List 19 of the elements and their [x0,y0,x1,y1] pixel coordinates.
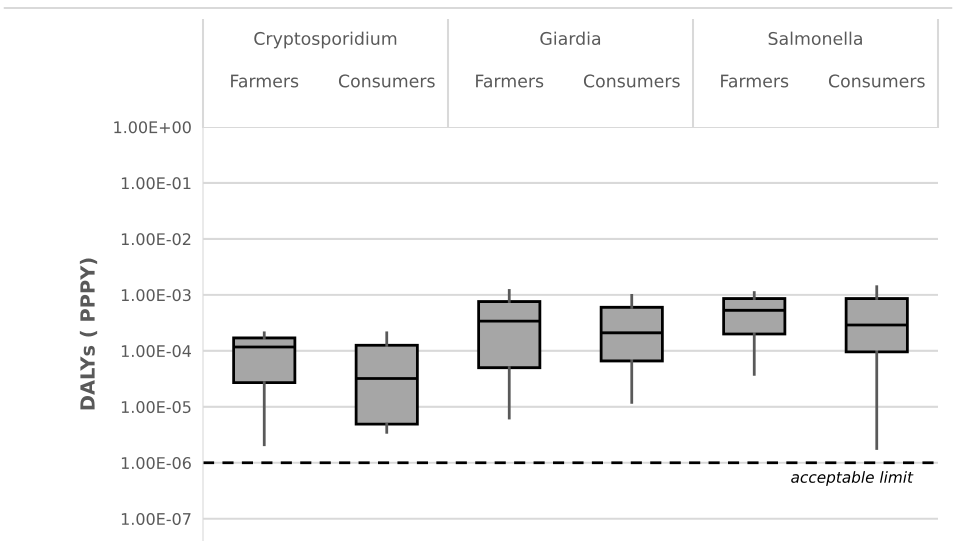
text: Cryptosporidium [254,32,396,48]
x-tick-label: Farmers [231,74,298,88]
x-tick-label: Farmers [476,74,544,88]
x-tick-label: Consumers [584,74,680,88]
x-tick-label: Consumers [828,74,925,88]
y-tick-label: 1.00E-01 [122,177,190,190]
y-tick-label: 1.00E+00 [114,121,191,134]
y-tick-label: 1.00E-02 [122,233,190,246]
text: Salmonella [768,32,862,46]
x-tick-label: Consumers [338,74,435,88]
text: Giardia [540,32,600,46]
y-tick-label: 1.00E-06 [122,456,191,470]
y-tick-label: 1.00E-05 [122,401,190,414]
y-axis-title: DALYs ( PPPY) [80,258,98,410]
y-tick-label: 1.00E-03 [122,289,191,302]
y-tick-label: 1.00E-07 [122,512,191,526]
y-tick-label: 1.00E-04 [122,345,191,358]
ref-line-label: acceptable limit [791,471,914,486]
x-tick-label: Farmers [721,74,788,88]
